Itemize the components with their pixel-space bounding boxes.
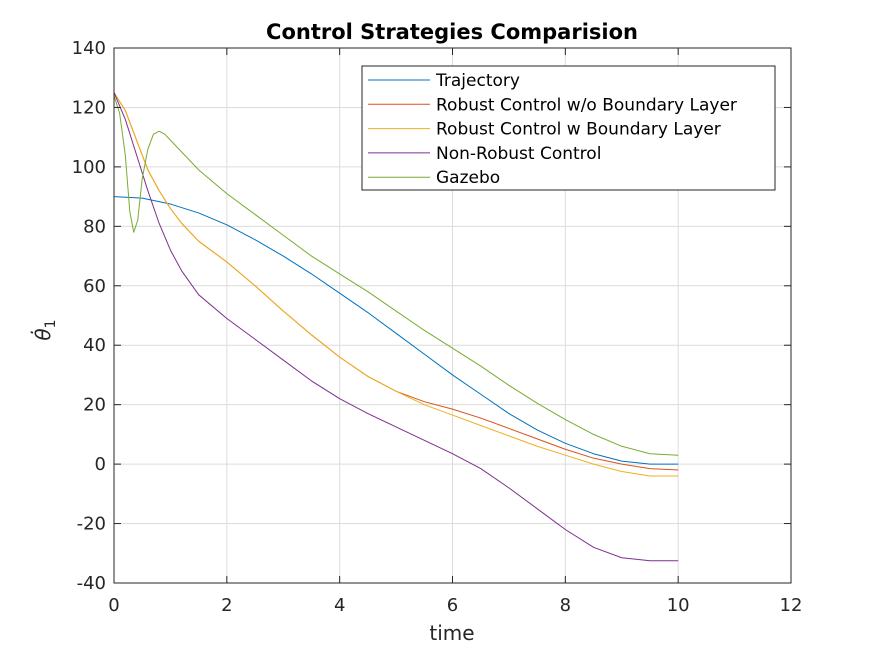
y-tick-label: 0: [95, 454, 106, 475]
legend-box: [361, 65, 776, 191]
legend-label-4: Gazebo: [436, 168, 500, 188]
series-line-4: [113, 95, 679, 456]
x-tick-label: 12: [780, 595, 803, 616]
x-tick-label: 0: [108, 595, 119, 616]
legend-label-1: Robust Control w/o Boundary Layer: [436, 95, 737, 115]
y-axis-label-subscript: 1: [43, 319, 59, 328]
x-axis-label: time: [429, 621, 474, 645]
x-tick-label: 8: [560, 595, 571, 616]
y-tick-label: 80: [83, 216, 106, 237]
series-lines: [113, 92, 679, 562]
series-line-2: [113, 92, 679, 477]
series-line-0: [113, 196, 679, 465]
series-line-3: [113, 92, 679, 562]
y-tick-label: -20: [77, 514, 106, 535]
y-tick-label: -40: [77, 573, 106, 594]
x-tick-label: 4: [334, 595, 345, 616]
y-tick-label: 60: [83, 276, 106, 297]
legend-label-0: Trajectory: [435, 71, 520, 91]
y-axis-label: θ̇1: [30, 319, 59, 340]
axis-ticks: 0 2 4 6 8 10 12 -40 -20 0 20 40 60 80 100 120 140: [72, 38, 803, 616]
x-tick-label: 10: [667, 595, 690, 616]
y-tick-label: 120: [72, 97, 106, 118]
y-tick-label: 40: [83, 335, 106, 356]
legend: Trajectory Robust Control w/o Boundary La…: [361, 65, 776, 191]
chart-title: Control Strategies Comparision: [266, 20, 638, 44]
x-tick-label: 6: [447, 595, 458, 616]
x-tick-label: 2: [221, 595, 232, 616]
y-tick-label: 140: [72, 38, 106, 59]
legend-label-3: Non-Robust Control: [436, 144, 601, 164]
y-tick-label: 20: [83, 395, 106, 416]
y-tick-label: 100: [72, 157, 106, 178]
legend-label-2: Robust Control w Boundary Layer: [436, 120, 721, 140]
y-axis-label-symbol: θ̇: [30, 328, 55, 340]
